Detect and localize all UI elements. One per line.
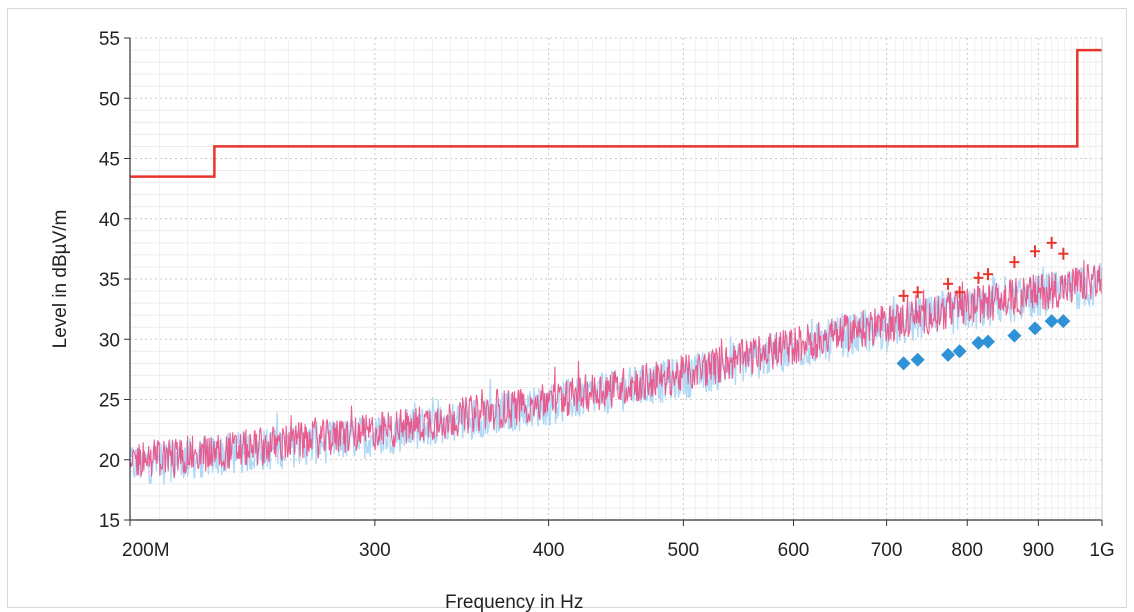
peak-trace (129, 260, 1103, 479)
quasi-peak-marker (1044, 314, 1059, 329)
quasi-peak-marker (1056, 314, 1071, 329)
y-tick-label: 35 (99, 270, 120, 291)
x-tick-label: 1G (1089, 540, 1114, 561)
peak-marker (1030, 245, 1041, 258)
y-tick-label: 40 (99, 210, 120, 231)
y-tick-label: 20 (99, 451, 120, 472)
y-tick-label: 55 (99, 29, 120, 50)
y-tick-label: 30 (99, 330, 120, 351)
peak-marker (943, 277, 954, 290)
peak-marker (912, 286, 923, 299)
peak-marker (1046, 236, 1057, 249)
y-tick-label: 15 (99, 511, 120, 532)
peak-marker (898, 289, 909, 302)
chart-frame (7, 8, 1127, 608)
x-tick-label: 200M (122, 540, 170, 561)
x-tick-label: 300 (359, 540, 391, 561)
x-axis-title: Frequency in Hz (445, 592, 583, 612)
quasi-peak-marker (1007, 328, 1022, 343)
limit-line (130, 48, 1102, 178)
quasi-peak-marker (971, 335, 986, 350)
y-tick-label: 45 (99, 150, 120, 171)
quasi-peak-marker (896, 356, 911, 371)
x-tick-label: 500 (668, 540, 700, 561)
x-tick-label: 800 (951, 540, 983, 561)
y-tick-label: 25 (99, 391, 120, 412)
quasi-peak-marker (952, 344, 967, 359)
peak-marker (983, 268, 994, 281)
peak-marker (973, 271, 984, 284)
x-tick-label: 900 (1023, 540, 1055, 561)
quasi-peak-marker (981, 334, 996, 349)
axes: 15 20 25 30 35 40 45 50 55 200M 300 400 500 600 700 800… (99, 29, 1115, 561)
quasi-peak-marker (1028, 321, 1043, 336)
quasi-peak-marker (941, 347, 956, 362)
y-axis-title: Level in dBµV/m (50, 210, 71, 349)
peak-marker (1009, 256, 1020, 269)
traces (129, 48, 1103, 485)
x-tick-label: 400 (533, 540, 565, 561)
y-tick-label: 50 (99, 89, 120, 110)
quasi-peak-marker (910, 352, 925, 367)
markers (896, 236, 1071, 371)
x-tick-label: 700 (871, 540, 903, 561)
peak-marker (1058, 247, 1069, 260)
x-tick-label: 600 (778, 540, 810, 561)
peak-marker (954, 286, 965, 299)
